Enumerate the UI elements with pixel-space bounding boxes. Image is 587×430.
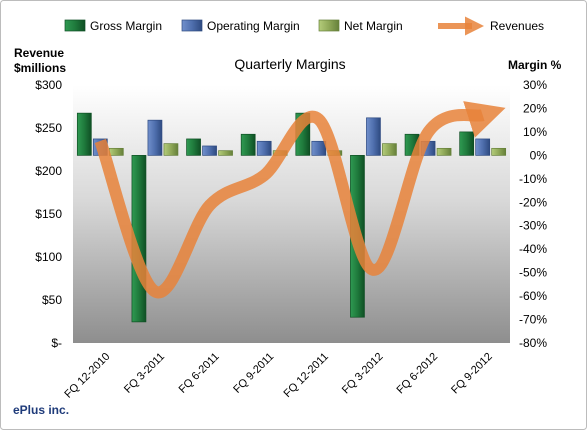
right-tick-label: -40% <box>519 242 547 256</box>
left-tick-label: $- <box>51 336 62 350</box>
bar-net-margin-fq-3-2012 <box>382 143 397 156</box>
bar-gross-margin-fq-9-2011 <box>240 133 256 156</box>
legend-label-operating-margin: Operating Margin <box>207 19 300 33</box>
left-tick-label: $300 <box>35 78 62 92</box>
left-tick-label: $200 <box>35 164 62 178</box>
bar-operating-margin-fq-6-2011 <box>202 145 217 156</box>
right-tick-label: -10% <box>519 172 547 186</box>
legend: Gross Margin Operating Margin Net Margin… <box>64 16 544 36</box>
bar-gross-margin-fq-6-2011 <box>186 138 201 156</box>
right-tick-label: -80% <box>519 336 547 350</box>
legend-label-gross-margin: Gross Margin <box>90 19 162 33</box>
bar-net-margin-fq-6-2011 <box>218 150 233 156</box>
bar-operating-margin-fq-3-2012 <box>366 117 381 156</box>
left-tick-label: $250 <box>35 121 62 135</box>
left-axis-title-line2: $millions <box>14 61 66 75</box>
right-tick-label: -70% <box>519 313 547 327</box>
bar-operating-margin-fq-3-2011 <box>147 119 163 156</box>
legend-label-net-margin: Net Margin <box>344 19 403 33</box>
right-tick-label: 20% <box>523 101 547 115</box>
legend-item-gross-margin: Gross Margin <box>64 19 162 33</box>
bar-gross-margin-fq-12-2010 <box>76 112 92 156</box>
bar-net-margin-fq-12-2010 <box>108 147 124 156</box>
legend-swatch-gross-margin <box>64 19 86 32</box>
bar-net-margin-fq-9-2012 <box>491 147 507 156</box>
legend-swatch-net-margin <box>318 19 340 32</box>
right-tick-label: -30% <box>519 219 547 233</box>
bar-operating-margin-fq-9-2011 <box>256 140 272 156</box>
legend-swatch-operating-margin <box>181 19 203 32</box>
left-tick-label: $100 <box>35 250 62 264</box>
right-axis-ticks: 30% 20% 10% 0% -10% -20% -30% -40% -50% -60% -70% -… <box>519 78 547 350</box>
legend-label-revenues: Revenues <box>490 19 544 33</box>
revenue-line-group <box>94 101 506 299</box>
legend-item-net-margin: Net Margin <box>318 19 403 33</box>
right-tick-label: -50% <box>519 266 547 280</box>
right-tick-label: 30% <box>523 78 547 92</box>
right-axis-title: Margin % <box>508 58 562 72</box>
right-tick-label: -20% <box>519 195 547 209</box>
left-tick-label: $150 <box>35 207 62 221</box>
left-axis-ticks: $300 $250 $200 $150 $100 $50 $- <box>35 78 62 350</box>
right-tick-label: 0% <box>530 148 548 162</box>
bar-operating-margin-fq-9-2012 <box>475 138 491 156</box>
chart-title: Quarterly Margins <box>234 56 345 72</box>
left-axis-title-line1: Revenue <box>14 46 64 60</box>
left-tick-label: $50 <box>42 293 62 307</box>
bar-gross-margin-fq-9-2012 <box>459 131 475 156</box>
revenue-line <box>94 101 506 299</box>
legend-item-operating-margin: Operating Margin <box>181 19 300 33</box>
bar-operating-margin-fq-12-2011 <box>311 140 327 156</box>
legend-item-revenues: Revenues <box>438 16 544 36</box>
right-tick-label: -60% <box>519 289 547 303</box>
bar-net-margin-fq-6-2012 <box>436 147 452 156</box>
right-tick-label: 10% <box>523 125 547 139</box>
bar-net-margin-fq-3-2011 <box>163 143 179 156</box>
company-label: ePlus inc. <box>13 403 69 417</box>
